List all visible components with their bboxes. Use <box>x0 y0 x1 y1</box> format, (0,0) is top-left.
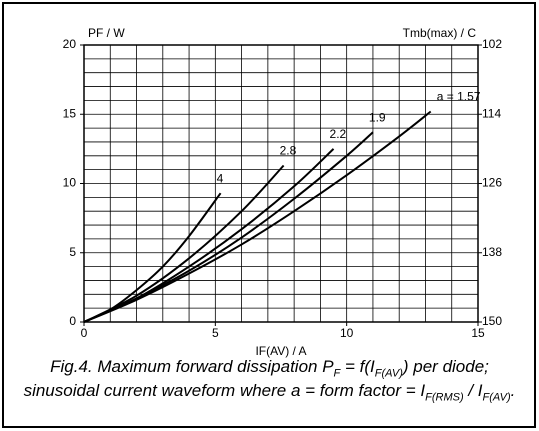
caption-subscript: F(AV) <box>482 391 511 404</box>
curve <box>83 192 222 323</box>
y-tick-label: 5 <box>69 245 76 259</box>
curve-label: 2.2 <box>330 127 347 141</box>
x-axis-label: IF(AV) / A <box>255 344 306 358</box>
curve <box>83 110 432 323</box>
y-axis-label: PF / W <box>88 26 125 40</box>
plot-area <box>83 44 479 323</box>
x-tick-label: 10 <box>340 326 354 340</box>
y2-tick-label: 126 <box>482 176 502 190</box>
frame <box>2 2 536 428</box>
x-tick-label: 5 <box>212 326 219 340</box>
curve-label: 2.8 <box>280 144 297 158</box>
y-tick-label: 10 <box>63 176 77 190</box>
caption-text: / I <box>463 381 483 401</box>
caption: Fig.4. Maximum forward dissipation PF = … <box>12 357 527 407</box>
y-tick-label: 20 <box>63 37 77 51</box>
caption-text: ) per diode; sinusoidal current waveform… <box>23 357 489 401</box>
y-tick-label: 15 <box>63 106 77 120</box>
curve-label: a = 1.57 <box>437 90 481 104</box>
curve-label: 4 <box>217 171 224 185</box>
y-tick-label: 0 <box>69 314 76 328</box>
caption-subscript: F(AV) <box>374 367 403 380</box>
curve <box>83 131 374 323</box>
y2-tick-label: 150 <box>482 314 502 328</box>
caption-text: = f(I <box>340 357 375 376</box>
caption-subscript: F <box>333 367 341 380</box>
x-tick-label: 0 <box>81 326 88 340</box>
y2-axis-label: Tmb(max) / C <box>403 26 477 40</box>
caption-text: . <box>510 381 516 401</box>
y2-tick-label: 114 <box>482 106 501 120</box>
y2-tick-label: 138 <box>482 245 502 259</box>
caption-text: Fig.4. Maximum forward dissipation P <box>50 357 334 376</box>
curve <box>83 164 285 323</box>
curve-label: 1.9 <box>369 110 386 124</box>
y2-tick-label: 102 <box>482 37 502 51</box>
x-tick-label: 15 <box>471 326 485 340</box>
caption-subscript: F(RMS) <box>425 391 464 404</box>
curve <box>83 148 335 323</box>
